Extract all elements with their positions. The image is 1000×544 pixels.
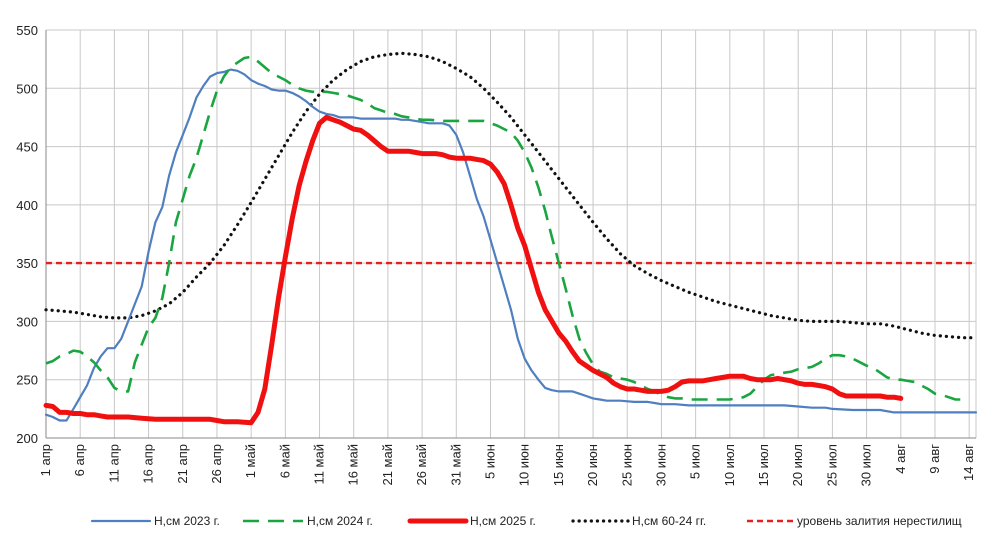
x-tick-label-23: 25 июл [824, 444, 839, 486]
legend-label-4: уровень залития нерестилищ [797, 514, 962, 528]
x-tick-label-25: 4 авг [893, 444, 908, 474]
y-tick-label-7: 550 [16, 23, 38, 38]
legend: Н,см 2023 г. Н,см 2024 г. Н,см 2025 г. Н,см… [90, 514, 962, 528]
x-tick-label-5: 26 апр [209, 444, 224, 484]
x-tick-label-21: 15 июл [756, 444, 771, 486]
series-line-1 [45, 55, 970, 402]
legend-label-1: Н,см 2024 г. [307, 514, 373, 528]
x-axis-tick-labels: 1 апр 6 апр 11 апр 16 апр 21 апр 26 апр 1 май 6… [38, 444, 976, 487]
x-tick-label-20: 10 июл [722, 444, 737, 486]
x-tick-label-13: 5 июн [482, 444, 497, 479]
y-tick-label-4: 400 [16, 198, 38, 213]
legend-label-0: Н,см 2023 г. [154, 514, 220, 528]
x-tick-label-6: 1 май [243, 444, 258, 478]
x-tick-label-11: 26 май [414, 444, 429, 486]
x-tick-label-15: 15 июн [551, 444, 566, 486]
x-tick-label-27: 14 авг [961, 444, 976, 481]
legend-label-3: Н,см 60-24 гг. [632, 514, 706, 528]
series-line-2 [43, 114, 904, 426]
series-lines [43, 51, 978, 426]
y-tick-label-3: 350 [16, 256, 38, 271]
x-tick-label-24: 30 июл [859, 444, 874, 486]
x-tick-label-9: 16 май [346, 444, 361, 486]
x-tick-label-18: 30 июн [653, 444, 668, 486]
series-line-0 [44, 68, 978, 422]
x-tick-label-14: 10 июн [517, 444, 532, 486]
x-tick-label-8: 11 май [312, 444, 327, 485]
x-tick-label-17: 25 июн [619, 444, 634, 486]
x-tick-label-4: 21 апр [175, 444, 190, 484]
y-tick-label-0: 200 [16, 431, 38, 446]
x-tick-label-10: 21 май [380, 444, 395, 486]
x-tick-label-3: 16 апр [141, 444, 156, 484]
y-tick-label-6: 500 [16, 81, 38, 96]
y-axis-tick-labels: 200 250 300 350 400 450 500 550 [16, 23, 38, 446]
series-line-3 [44, 51, 978, 340]
grid [45, 29, 977, 439]
x-tick-label-19: 5 июл [688, 444, 703, 479]
x-tick-label-2: 11 апр [106, 444, 121, 483]
x-tick-label-12: 31 май [448, 444, 463, 486]
x-tick-label-26: 9 авг [927, 444, 942, 474]
y-tick-label-1: 250 [16, 373, 38, 388]
x-tick-label-7: 6 май [277, 444, 292, 478]
x-tick-label-1: 6 апр [72, 444, 87, 476]
x-tick-label-22: 20 июл [790, 444, 805, 486]
legend-label-2: Н,см 2025 г. [470, 514, 536, 528]
y-tick-label-5: 450 [16, 140, 38, 155]
x-tick-label-16: 20 июн [585, 444, 600, 486]
x-tick-label-0: 1 апр [38, 444, 53, 476]
y-tick-label-2: 300 [16, 314, 38, 329]
